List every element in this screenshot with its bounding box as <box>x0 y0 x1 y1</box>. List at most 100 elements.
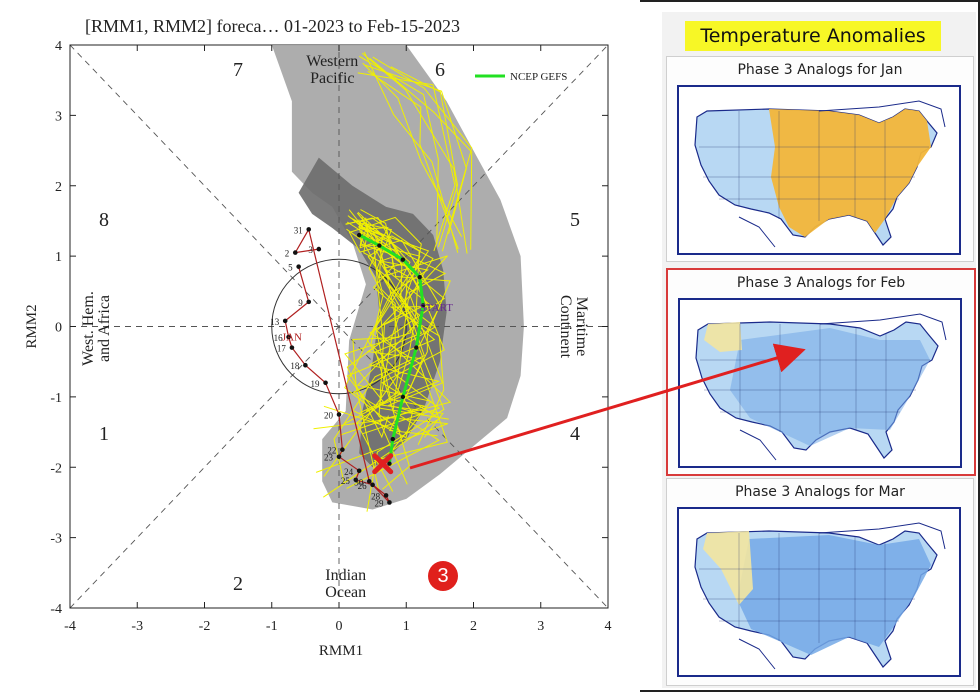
gefs-point <box>387 461 392 466</box>
mar-anomaly-map <box>677 507 961 677</box>
observed-day-label: 29 <box>374 498 384 508</box>
observed-point <box>353 477 359 483</box>
gefs-point <box>356 232 362 238</box>
observed-day-label: 31 <box>294 225 303 235</box>
observed-day-label: 5 <box>288 263 293 273</box>
y-tick-label: 0 <box>55 321 62 336</box>
observed-day-label: 25 <box>341 476 351 486</box>
mexico-coastline <box>738 216 776 248</box>
phase-number: 6 <box>435 59 445 81</box>
y-tick-label: -4 <box>50 602 62 617</box>
observed-day-label: 19 <box>311 379 321 389</box>
canada-border-line <box>819 313 947 341</box>
region-label-indian: Indian <box>325 567 366 584</box>
month-label-jan: JAN <box>282 332 302 344</box>
phase-number: 5 <box>570 209 580 231</box>
y-tick-label: 3 <box>55 109 62 124</box>
ensemble-track <box>360 209 451 437</box>
ensemble-track <box>357 72 456 252</box>
warm-anomaly-region <box>703 531 753 605</box>
observed-day-label: 2 <box>285 249 290 259</box>
ensemble-track <box>359 220 447 416</box>
observed-day-label: 30 <box>354 477 364 487</box>
ensemble-track <box>348 216 422 439</box>
gefs-point <box>377 243 382 248</box>
y-tick-label: -1 <box>50 391 62 406</box>
observed-day-label: 24 <box>344 467 354 477</box>
chart-title: [RMM1, RMM2] foreca… 01-2023 to Feb-15-2… <box>85 16 460 36</box>
observed-day-label: 18 <box>290 361 300 371</box>
ensemble-track <box>359 55 439 244</box>
feb-analog-title: Phase 3 Analogs for Feb <box>736 275 906 291</box>
observed-point <box>340 447 345 452</box>
feb-anomaly-map <box>678 298 962 468</box>
unit-circle <box>271 258 407 395</box>
jan-analog-panel: Phase 3 Analogs for Jan <box>666 56 974 262</box>
observed-point <box>316 246 322 252</box>
region-label-continent: Continent <box>557 295 574 359</box>
ensemble-track <box>361 52 468 254</box>
observed-day-label: 3 <box>308 245 313 255</box>
x-tick-label: -1 <box>266 619 278 634</box>
observed-day-label: 22 <box>327 446 336 456</box>
ensemble-track <box>369 58 473 250</box>
y-axis-label: RMM2 <box>24 304 40 348</box>
ensemble-track <box>390 66 459 248</box>
observed-day-label: 26 <box>358 481 368 491</box>
observed-day-label: 28 <box>371 491 381 501</box>
jan-anomaly-map <box>677 85 961 255</box>
observed-point <box>289 345 295 350</box>
y-tick-label: -2 <box>50 461 62 476</box>
gefs-point <box>417 275 422 280</box>
observed-day-label: 20 <box>324 410 334 420</box>
region-label-pacific: Pacific <box>310 70 354 87</box>
feb-analog-panel: Phase 3 Analogs for Feb <box>666 268 976 476</box>
gefs-point <box>400 257 406 262</box>
gefs-point <box>400 394 406 400</box>
cold-anomaly-region <box>737 535 931 655</box>
mexico-coastline <box>738 638 776 670</box>
observed-point <box>370 482 375 488</box>
observed-point <box>323 380 328 386</box>
phase-number: 8 <box>99 209 109 231</box>
ensemble-track <box>345 217 420 492</box>
x-tick-label: 2 <box>470 619 477 634</box>
gefs-point <box>390 436 395 442</box>
observed-point <box>292 250 298 255</box>
x-axis-label: RMM1 <box>319 643 363 659</box>
y-tick-label: 4 <box>55 39 62 54</box>
ensemble-track <box>367 70 459 250</box>
y-tick-label: -3 <box>50 532 62 547</box>
y-tick-label: 2 <box>55 180 62 195</box>
observed-day-label: 17 <box>277 344 287 354</box>
observed-point <box>296 264 301 269</box>
observed-point <box>387 500 392 505</box>
warm-anomaly-region <box>769 109 931 237</box>
region-label-ocean: Ocean <box>325 584 366 601</box>
x-tick-label: -2 <box>199 619 211 634</box>
x-tick-label: 3 <box>537 619 544 634</box>
canada-border-line <box>818 522 946 550</box>
x-tick-label: -3 <box>131 619 143 634</box>
observed-day-label: 16 <box>274 333 284 343</box>
legend-label: NCEP GEFS <box>510 71 567 83</box>
temperature-anomalies-panel: Temperature Anomalies Phase 3 Analogs fo… <box>662 12 976 688</box>
observed-point <box>282 318 288 324</box>
observed-point <box>306 299 312 305</box>
phase-3-marker-circle <box>428 561 458 591</box>
region-label-western: Western <box>306 53 358 70</box>
ensemble-track <box>362 62 463 237</box>
phase-3-marker-label: 3 <box>437 565 448 587</box>
phase-number: 4 <box>570 423 580 445</box>
ensemble-track <box>372 56 473 252</box>
month-label-start: START <box>420 302 454 314</box>
mar-analog-title: Phase 3 Analogs for Mar <box>735 484 905 500</box>
forecast-x-marker <box>372 453 394 475</box>
canada-border-line <box>818 100 946 128</box>
ensemble-track <box>364 64 467 235</box>
y-tick-label: 1 <box>55 250 62 265</box>
ensemble-track <box>323 227 400 477</box>
observed-point <box>356 468 362 474</box>
gefs-point <box>420 303 426 308</box>
